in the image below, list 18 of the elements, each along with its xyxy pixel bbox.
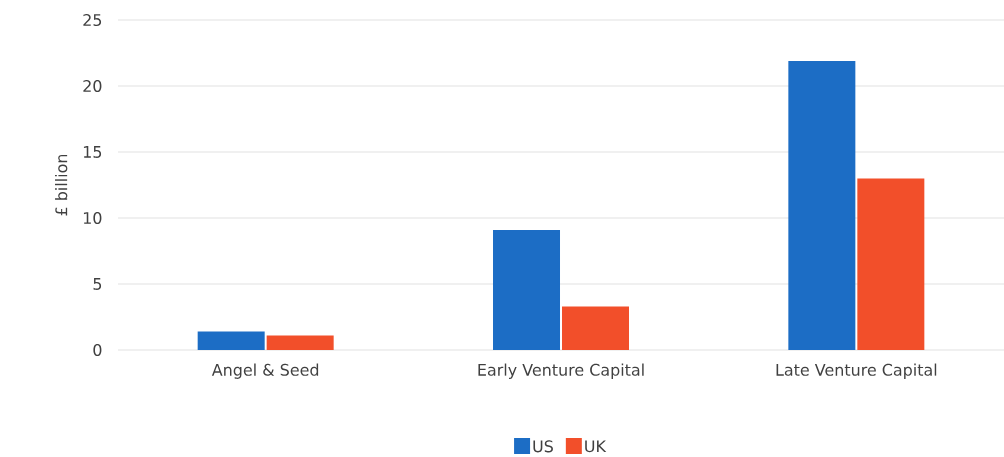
bar (857, 178, 925, 350)
bar (266, 335, 334, 350)
y-tick-label: 15 (83, 146, 102, 158)
y-tick-label: 10 (83, 211, 102, 225)
y-axis-title: £ billion (55, 154, 68, 216)
legend-label: UK (585, 440, 607, 453)
y-tick-label: 0 (93, 343, 102, 357)
y-tick-label: 5 (93, 278, 102, 290)
bar (788, 60, 856, 350)
x-tick-label: Early Venture Capital (478, 363, 644, 379)
bar (493, 229, 561, 350)
x-tick-label: Late Venture Capital (776, 363, 937, 379)
legend-label: US (533, 440, 553, 453)
bar (562, 306, 629, 350)
y-tick-label: 20 (83, 79, 102, 93)
bar (197, 331, 265, 350)
y-tick-label: 25 (83, 13, 102, 27)
x-tick-label: Angel & Seed (211, 363, 319, 379)
